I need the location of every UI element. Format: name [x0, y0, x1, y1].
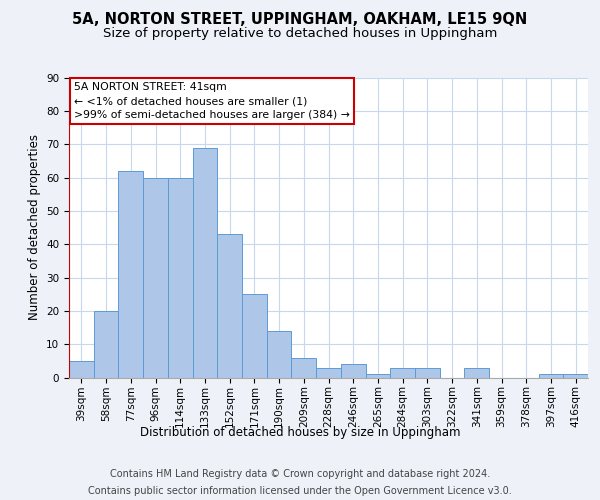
Bar: [118, 171, 143, 378]
Bar: [168, 178, 193, 378]
Text: 5A NORTON STREET: 41sqm
← <1% of detached houses are smaller (1)
>99% of semi-de: 5A NORTON STREET: 41sqm ← <1% of detache…: [74, 82, 350, 120]
Bar: [143, 178, 168, 378]
Bar: [390, 368, 415, 378]
Text: Contains public sector information licensed under the Open Government Licence v3: Contains public sector information licen…: [88, 486, 512, 496]
Text: 5A, NORTON STREET, UPPINGHAM, OAKHAM, LE15 9QN: 5A, NORTON STREET, UPPINGHAM, OAKHAM, LE…: [73, 12, 527, 28]
Bar: [464, 368, 489, 378]
Bar: [193, 148, 217, 378]
Bar: [539, 374, 563, 378]
Bar: [292, 358, 316, 378]
Bar: [94, 311, 118, 378]
Bar: [563, 374, 588, 378]
Bar: [267, 331, 292, 378]
Y-axis label: Number of detached properties: Number of detached properties: [28, 134, 41, 320]
Bar: [365, 374, 390, 378]
Bar: [415, 368, 440, 378]
Bar: [341, 364, 365, 378]
Text: Size of property relative to detached houses in Uppingham: Size of property relative to detached ho…: [103, 28, 497, 40]
Bar: [217, 234, 242, 378]
Text: Distribution of detached houses by size in Uppingham: Distribution of detached houses by size …: [140, 426, 460, 439]
Bar: [316, 368, 341, 378]
Bar: [69, 361, 94, 378]
Text: Contains HM Land Registry data © Crown copyright and database right 2024.: Contains HM Land Registry data © Crown c…: [110, 469, 490, 479]
Bar: [242, 294, 267, 378]
